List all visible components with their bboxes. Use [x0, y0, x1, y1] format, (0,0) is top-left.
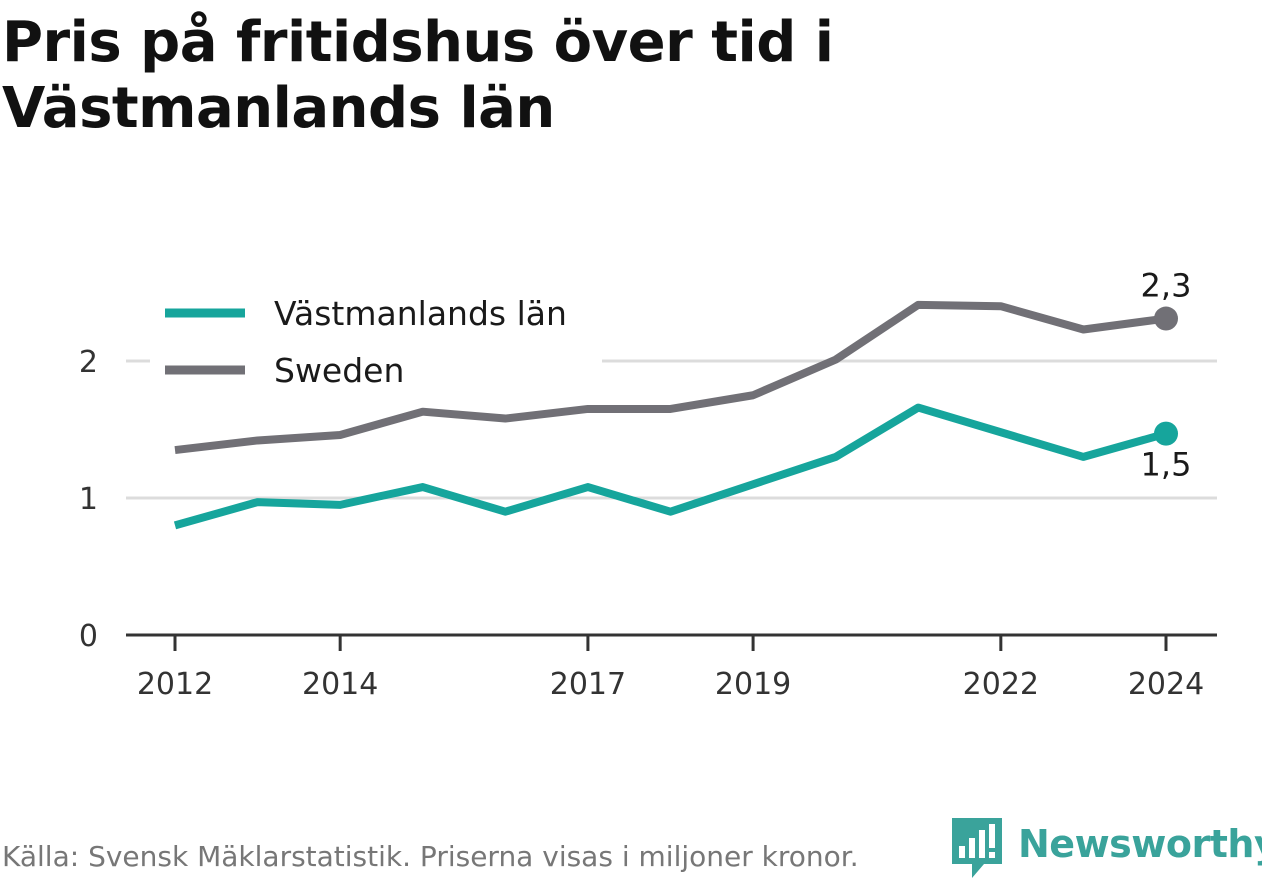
legend: Västmanlands län Sweden — [150, 285, 602, 395]
line-chart: 0 1 2 2012 2014 2017 2019 2022 2024 Västmanlands… — [79, 267, 1217, 702]
legend-background — [150, 285, 602, 395]
x-tick-label: 2022 — [963, 667, 1039, 702]
series-lines — [173, 300, 1178, 530]
legend-label: Sweden — [274, 351, 404, 390]
brand-logo: Newsworthy — [952, 817, 1262, 881]
series-line — [174, 300, 1167, 455]
end-labels: 1,5 2,3 — [1141, 267, 1192, 484]
x-tick-label: 2012 — [137, 667, 213, 702]
x-tick-label: 2017 — [550, 667, 626, 702]
newsworthy-logo-icon — [952, 818, 1002, 878]
series-end-label: 1,5 — [1141, 446, 1192, 484]
y-tick-label: 0 — [79, 619, 98, 654]
page-title: Pris på fritidshus över tid i Västmanlan… — [2, 10, 834, 141]
brand-name: Newsworthy — [1018, 822, 1262, 866]
x-tick-label: 2019 — [715, 667, 791, 702]
source-note: Källa: Svensk Mäklarstatistik. Priserna … — [2, 840, 859, 873]
series-end-point — [1154, 306, 1178, 331]
series-end-label: 2,3 — [1141, 267, 1192, 305]
series-end-point — [1154, 421, 1178, 446]
axes: 0 1 2 2012 2014 2017 2019 2022 2024 — [79, 345, 1217, 702]
y-tick-label: 2 — [79, 345, 98, 380]
x-tick-label: 2014 — [302, 667, 378, 702]
legend-label: Västmanlands län — [274, 294, 567, 333]
x-tick-label: 2024 — [1128, 667, 1204, 702]
y-tick-label: 1 — [79, 482, 98, 517]
series-line — [173, 403, 1168, 530]
